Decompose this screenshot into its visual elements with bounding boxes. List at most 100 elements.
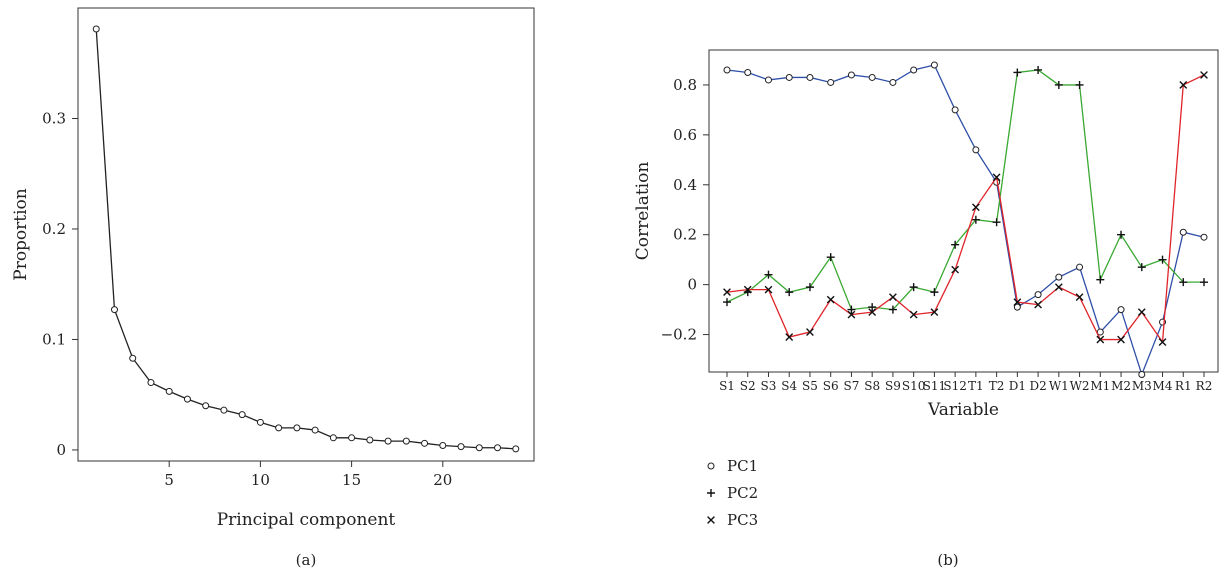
pc1-point	[910, 66, 918, 74]
pc3-line	[726, 74, 1205, 344]
pc3-point	[1096, 335, 1105, 344]
x-tick-label: S7	[844, 379, 860, 393]
x-tick-label: T2	[989, 379, 1005, 393]
pc2-point	[1117, 230, 1126, 239]
pc2-point	[847, 305, 856, 314]
pc3-point	[1117, 335, 1125, 344]
pc3-point	[868, 308, 877, 316]
data-point	[293, 424, 301, 432]
data-point	[475, 444, 483, 452]
data-point	[512, 445, 520, 453]
x-tick-label: 10	[251, 471, 270, 489]
x-tick-label: M2	[1111, 379, 1131, 393]
data-point	[402, 437, 410, 445]
pc1-point	[1013, 303, 1021, 311]
pc2-point	[826, 253, 835, 262]
y-tick-label: 0.8	[673, 76, 697, 94]
y-tick-label: 0.6	[673, 126, 697, 144]
panel-b-ticks: −0.200.20.40.60.8S1 S2 S3 S4 S5 S6 S7 S8 S9 S10S1…	[661, 76, 1213, 393]
y-tick-label: 0.3	[42, 109, 66, 127]
data-point	[129, 354, 137, 362]
data-point	[311, 426, 319, 434]
y-tick-label: 0.2	[673, 226, 697, 244]
pc1-point	[847, 71, 855, 79]
data-point	[384, 437, 392, 445]
data-point	[110, 306, 118, 314]
pc1-point	[1179, 228, 1187, 236]
x-tick-label: W2	[1070, 379, 1090, 393]
pc3-point	[743, 285, 752, 294]
data-point	[220, 406, 228, 414]
x-tick-label: 20	[433, 471, 452, 489]
pc2-line	[726, 69, 1204, 311]
pc3-point	[889, 293, 897, 302]
x-tick-label: S9	[885, 379, 901, 393]
pc3-point	[930, 308, 939, 316]
pc2-point	[1179, 278, 1188, 287]
x-tick-label: S4	[781, 379, 797, 393]
panel-b-chart: −0.200.20.40.60.8S1 S2 S3 S4 S5 S6 S7 S8 S9 S10S1…	[633, 49, 1219, 569]
x-tick-label: 5	[164, 471, 174, 489]
panel-b-y-axis-label: Correlation	[633, 162, 653, 261]
data-point	[348, 434, 356, 442]
legend-pc3-marker	[707, 516, 715, 524]
pc3-point	[1200, 71, 1208, 79]
x-tick-label: R1	[1175, 379, 1192, 393]
pc2-point	[930, 288, 939, 297]
pc1-point	[1055, 273, 1063, 281]
legend-pc2-marker	[707, 489, 715, 497]
pc2-point	[805, 283, 814, 292]
x-tick-label: S10	[902, 379, 926, 393]
y-tick-label: 0.1	[42, 330, 66, 348]
y-tick-label: 0	[687, 276, 697, 294]
pc2-point	[1096, 275, 1105, 284]
y-tick-label: −0.2	[661, 326, 697, 344]
data-point	[202, 402, 210, 410]
data-point	[494, 444, 502, 452]
x-tick-label: S1	[719, 379, 735, 393]
pc3-point	[806, 328, 814, 336]
panel-b-series	[723, 61, 1208, 378]
x-tick-label: D2	[1029, 379, 1046, 393]
x-tick-label: S6	[823, 379, 839, 393]
legend-pc1-marker	[707, 462, 715, 470]
data-point	[92, 25, 100, 33]
x-tick-label: S5	[802, 379, 818, 393]
pc2-point	[888, 305, 897, 314]
pc3-point	[1137, 308, 1146, 316]
pc2-point	[971, 215, 980, 224]
pc3-point	[992, 173, 1001, 182]
pc3-point	[764, 285, 773, 294]
pc1-point	[723, 66, 731, 74]
legend-pc1-label: PC1	[727, 457, 758, 475]
pc3-point	[951, 265, 960, 274]
pc1-point	[1034, 291, 1042, 299]
pc3-point	[1075, 293, 1084, 302]
panel-b-plot-frame	[708, 49, 1219, 373]
x-tick-label: S2	[740, 379, 756, 393]
pc3-point	[1179, 81, 1188, 89]
pc3-point	[847, 310, 856, 319]
pc2-point	[1158, 255, 1167, 264]
pc1-point	[1138, 370, 1146, 378]
panel-b-x-axis-label: Variable	[927, 400, 999, 420]
pc1-point	[972, 146, 980, 154]
x-tick-label: S11	[923, 379, 947, 393]
data-point	[329, 434, 337, 442]
pc3-point	[826, 295, 835, 304]
data-point	[256, 418, 264, 426]
pc3-point	[723, 288, 731, 297]
pc1-point	[951, 106, 959, 114]
x-tick-label: T1	[968, 379, 984, 393]
data-point	[421, 439, 429, 447]
pc1-point	[827, 78, 835, 86]
pc2-point	[951, 240, 960, 249]
pc3-point	[971, 203, 980, 212]
panel-a-plot-frame	[77, 7, 535, 462]
pc3-point	[785, 333, 794, 341]
panel-a-series	[92, 25, 520, 453]
data-point	[183, 395, 191, 403]
x-tick-label: R2	[1196, 379, 1213, 393]
panel-b-legend: PC1 PC2 PC3	[707, 457, 758, 529]
